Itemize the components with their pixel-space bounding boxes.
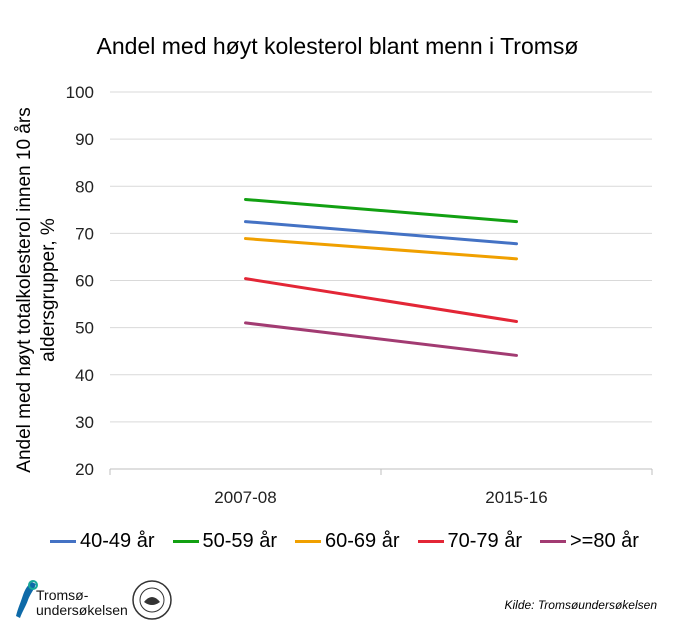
legend-swatch: [50, 540, 76, 543]
legend-swatch: [172, 540, 199, 543]
y-tick-label: 40: [75, 366, 94, 385]
legend-item: 40-49 år: [50, 530, 155, 553]
legend-swatch: [417, 540, 444, 543]
series-line: [244, 197, 518, 224]
logo-text-line1: Tromsø-: [36, 587, 89, 603]
norway-map-icon: [16, 580, 38, 618]
legend-item: 60-69 år: [295, 530, 400, 553]
x-tick-label: 2015-16: [485, 488, 547, 507]
legend-label: 60-69 år: [325, 530, 400, 552]
tromso-undersokelsen-logo: Tromsø- undersøkelsen: [14, 578, 128, 622]
y-tick-label: 70: [75, 224, 94, 243]
y-tick-label: 30: [75, 413, 94, 432]
y-tick-label: 90: [75, 130, 94, 149]
legend-item: 50-59 år: [172, 530, 278, 553]
legend: 40-49 år 50-59 år 60-69 år 70-79 år >=80 år: [50, 530, 639, 553]
chart-title: Andel med høyt kolesterol blant menn i T…: [96, 33, 579, 59]
legend-label: 70-79 år: [447, 530, 523, 552]
source-note: Kilde: Tromsøundersøkelsen: [504, 598, 658, 612]
y-tick-label: 80: [75, 177, 94, 196]
series-line: [244, 237, 518, 261]
legend-label: >=80 år: [570, 530, 639, 552]
y-tick-label: 60: [75, 272, 94, 291]
legend-item: 70-79 år: [417, 530, 523, 553]
legend-swatch: [295, 540, 321, 543]
x-tick-label: 2007-08: [214, 488, 276, 507]
legend-label: 40-49 år: [80, 530, 155, 552]
legend-label: 50-59 år: [202, 530, 278, 552]
legend-swatch: [540, 540, 566, 543]
series-line: [244, 321, 518, 357]
logo-text-line2: undersøkelsen: [36, 602, 128, 618]
series-line: [244, 220, 518, 246]
university-seal: [130, 578, 174, 622]
y-tick-label: 20: [75, 460, 94, 479]
y-tick-label: 100: [66, 83, 94, 102]
series-line: [244, 277, 518, 323]
legend-item: >=80 år: [540, 530, 639, 553]
y-tick-label: 50: [75, 319, 94, 338]
